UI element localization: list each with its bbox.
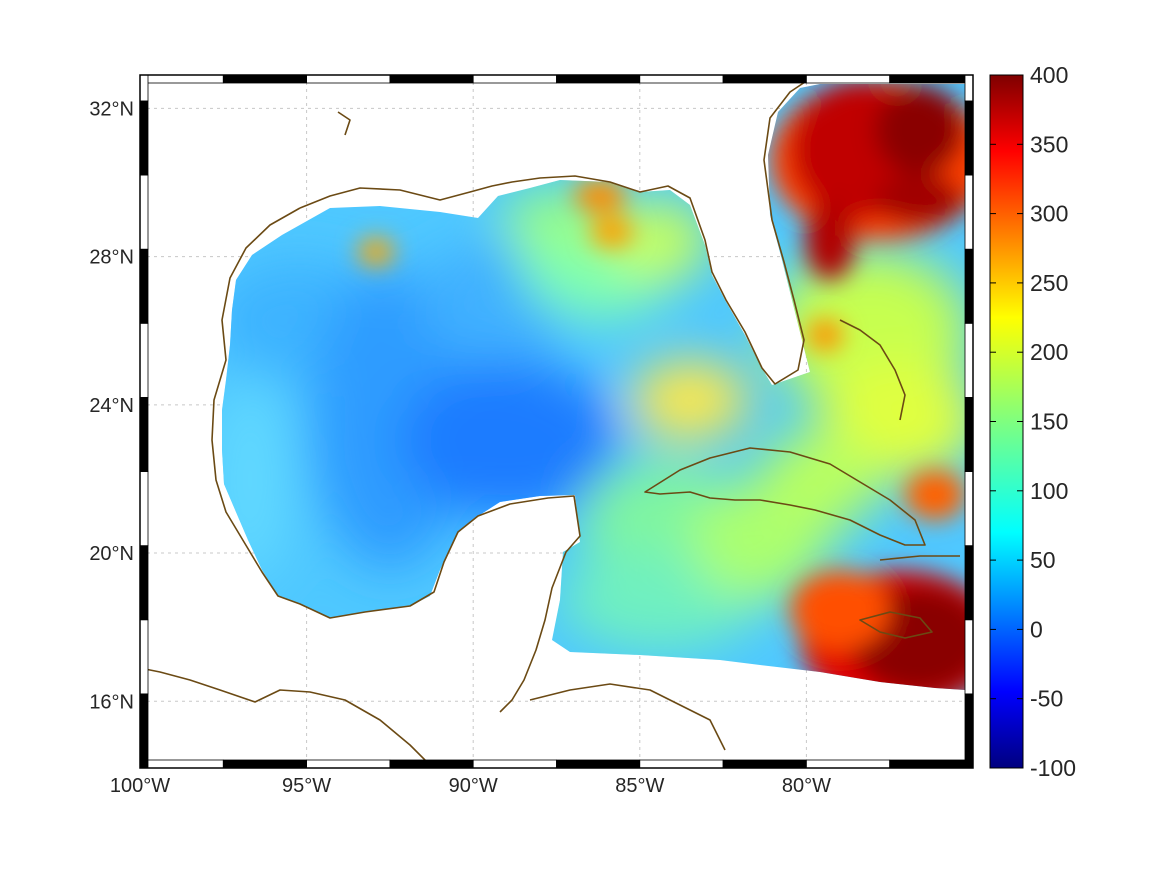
frame-segment-right bbox=[964, 322, 974, 398]
frame-segment-left bbox=[139, 693, 149, 769]
frame-segment-left bbox=[139, 174, 149, 250]
lon-tick-label-0: 100°W bbox=[110, 775, 170, 797]
frame-segment-left bbox=[139, 100, 149, 176]
colorbar-label-1: 350 bbox=[1030, 131, 1068, 157]
colorbar-label-8: 0 bbox=[1030, 616, 1043, 642]
frame-segment-left bbox=[139, 545, 149, 621]
ocean-field bbox=[222, 84, 965, 690]
frame-segment-top bbox=[306, 74, 391, 84]
colorbar-label-9: -50 bbox=[1030, 686, 1063, 712]
frame-segment-left bbox=[139, 74, 149, 102]
frame-segment-right bbox=[964, 74, 974, 102]
frame-segment-left bbox=[139, 248, 149, 324]
frame-segment-bottom bbox=[389, 759, 474, 769]
colorbar-label-10: -100 bbox=[1030, 755, 1076, 781]
lat-tick-label-0: 32°N bbox=[89, 98, 134, 120]
lon-tick-label-1: 95°W bbox=[282, 775, 331, 797]
frame-segment-right bbox=[964, 248, 974, 324]
colorbar-label-3: 250 bbox=[1030, 270, 1068, 296]
frame-segment-right bbox=[964, 100, 974, 176]
frame-segment-top bbox=[722, 74, 807, 84]
frame-segment-bottom bbox=[639, 759, 724, 769]
frame-segment-left bbox=[139, 322, 149, 398]
frame-segment-bottom bbox=[722, 759, 807, 769]
frame-segment-top bbox=[556, 74, 641, 84]
lat-tick-label-2: 24°N bbox=[89, 395, 134, 417]
frame-segment-bottom bbox=[139, 759, 224, 769]
frame-segment-left bbox=[139, 619, 149, 695]
frame-segment-left bbox=[139, 397, 149, 472]
lon-tick-label-4: 80°W bbox=[782, 775, 831, 797]
frame-segment-bottom bbox=[306, 759, 391, 769]
frame-segment-bottom bbox=[556, 759, 641, 769]
frame-segment-bottom bbox=[889, 759, 974, 769]
frame-segment-top bbox=[889, 74, 974, 84]
frame-segment-bottom bbox=[222, 759, 308, 769]
lon-tick-label-3: 85°W bbox=[615, 775, 664, 797]
lat-tick-label-4: 16°N bbox=[89, 691, 134, 713]
frame-segment-top bbox=[389, 74, 474, 84]
colorbar-label-6: 100 bbox=[1030, 478, 1068, 504]
frame-segment-right bbox=[964, 471, 974, 547]
axes-outline bbox=[139, 74, 974, 769]
frame-segment-top bbox=[472, 74, 557, 84]
lon-tick-label-2: 90°W bbox=[449, 775, 498, 797]
colorbar-label-5: 150 bbox=[1030, 409, 1068, 435]
frame-segment-top bbox=[639, 74, 724, 84]
frame-segment-bottom bbox=[806, 759, 891, 769]
frame-segment-top bbox=[139, 74, 224, 84]
colorbar-ticks: 400 350 300 250 200 150 100 50 0 -50 -100 bbox=[990, 62, 1076, 781]
frame-segment-right bbox=[964, 693, 974, 769]
coastline bbox=[139, 79, 960, 766]
frame-segment-top bbox=[222, 74, 308, 84]
colorbar-label-2: 300 bbox=[1030, 201, 1068, 227]
longitude-tick-labels: 100°W 95°W 90°W 85°W 80°W bbox=[110, 775, 831, 797]
frame-segment-top bbox=[806, 74, 891, 84]
lat-tick-label-3: 20°N bbox=[89, 543, 134, 565]
lat-tick-label-1: 28°N bbox=[89, 247, 134, 269]
frame-segment-right bbox=[964, 397, 974, 472]
frame-segment-right bbox=[964, 174, 974, 250]
frame-segment-right bbox=[964, 619, 974, 695]
colorbar-label-0: 400 bbox=[1030, 62, 1068, 88]
frame-segment-left bbox=[139, 471, 149, 547]
latitude-tick-labels: 32°N 28°N 24°N 20°N 16°N bbox=[89, 98, 134, 713]
frame-segment-right bbox=[964, 545, 974, 621]
colorbar-label-7: 50 bbox=[1030, 547, 1056, 573]
colorbar-label-4: 200 bbox=[1030, 339, 1068, 365]
frame-segment-bottom bbox=[472, 759, 557, 769]
